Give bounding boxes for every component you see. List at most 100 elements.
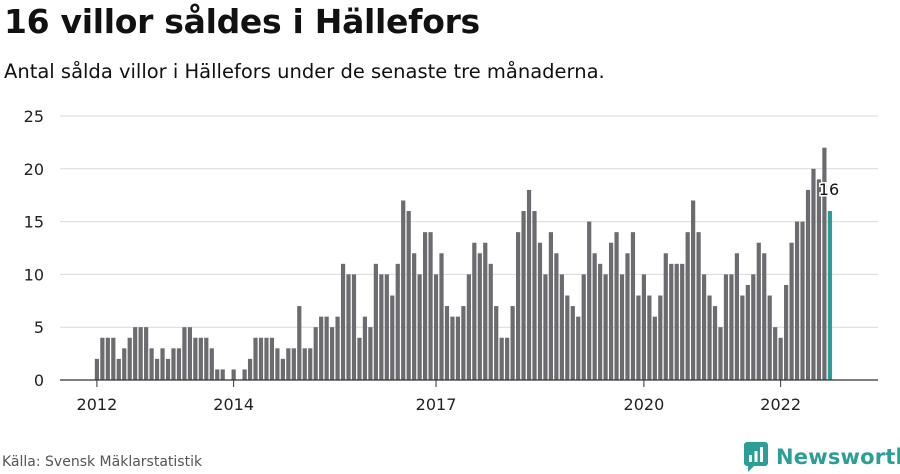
- bar: [669, 263, 674, 380]
- bar: [499, 337, 504, 380]
- bar: [740, 295, 745, 380]
- bar: [253, 337, 258, 380]
- bar: [510, 306, 515, 380]
- bar: [373, 263, 378, 380]
- bar: [346, 274, 351, 380]
- bar: [483, 242, 488, 380]
- bar: [220, 369, 225, 380]
- bar: [751, 274, 756, 380]
- bar: [658, 295, 663, 380]
- bar: [406, 211, 411, 380]
- bar: [94, 358, 99, 380]
- bar: [630, 232, 636, 380]
- bar: [515, 232, 521, 380]
- x-axis-labels: 2012 2014 2017 2020 2022: [77, 395, 801, 414]
- bar: [745, 284, 750, 380]
- bar: [576, 316, 581, 380]
- bar: [280, 358, 285, 380]
- x-tick-label: 2022: [760, 395, 801, 414]
- bar: [691, 200, 696, 380]
- bar: [297, 306, 302, 380]
- bar: [412, 253, 417, 380]
- bar: [439, 253, 444, 380]
- y-tick-label: 5: [34, 318, 44, 337]
- bar: [773, 327, 778, 380]
- bar: [247, 358, 253, 380]
- x-tick-label: 2012: [77, 395, 118, 414]
- bar: [526, 189, 532, 380]
- bar: [258, 337, 264, 380]
- bar: [149, 348, 154, 380]
- bar: [707, 295, 712, 380]
- bar: [641, 274, 646, 380]
- bar: [401, 200, 406, 380]
- bar: [811, 168, 816, 380]
- bar: [674, 263, 679, 380]
- bar: [291, 348, 296, 380]
- brand-name: Newsworthy: [776, 445, 900, 469]
- bar: [368, 327, 373, 380]
- newsworthy-icon: [744, 442, 768, 472]
- bar: [778, 337, 783, 380]
- x-tick-label: 2020: [624, 395, 665, 414]
- bar: [625, 253, 630, 380]
- bar: [351, 274, 357, 380]
- bar: [302, 348, 307, 380]
- bar: [543, 274, 548, 380]
- bar: [286, 348, 291, 380]
- bar: [154, 358, 160, 380]
- bar: [587, 221, 592, 380]
- bar: [494, 306, 499, 380]
- bar: [712, 306, 718, 380]
- bar: [264, 337, 269, 380]
- bar: [417, 274, 422, 380]
- y-tick-label: 20: [24, 160, 44, 179]
- bar: [215, 369, 220, 380]
- bar: [444, 306, 450, 380]
- bar: [209, 348, 214, 380]
- bar: [570, 306, 575, 380]
- bar: [423, 232, 428, 380]
- bar: [319, 316, 324, 380]
- bar: [138, 327, 143, 380]
- bar: [701, 274, 707, 380]
- bar: [762, 253, 767, 380]
- bar: [111, 337, 116, 380]
- bar: [756, 242, 761, 380]
- bar: [652, 316, 657, 380]
- bar: [521, 211, 526, 380]
- bar: [554, 253, 559, 380]
- x-tick-label: 2017: [416, 395, 457, 414]
- bar: [822, 147, 827, 380]
- newsworthy-logo[interactable]: Newsworthy: [744, 442, 900, 472]
- bar: [581, 274, 586, 380]
- bar: [805, 189, 811, 380]
- y-tick-label: 15: [24, 213, 44, 232]
- bar: [598, 263, 603, 380]
- bar: [614, 232, 619, 380]
- bar: [663, 253, 668, 380]
- bar: [537, 242, 543, 380]
- bar: [548, 232, 554, 380]
- bar: [340, 263, 346, 380]
- highlight-bar: [827, 211, 832, 380]
- bar: [160, 348, 165, 380]
- bar: [122, 348, 127, 380]
- bar: [395, 263, 400, 380]
- x-axis: [60, 379, 878, 387]
- bar: [685, 232, 690, 380]
- bar: [636, 295, 641, 380]
- bar: [433, 274, 439, 380]
- bars: [94, 147, 832, 380]
- bar: [182, 327, 187, 380]
- bar: [729, 274, 734, 380]
- bar: [647, 295, 652, 380]
- bar: [116, 358, 121, 380]
- bar: [592, 253, 597, 380]
- bar: [816, 179, 822, 380]
- bar: [204, 337, 209, 380]
- bar: [559, 274, 564, 380]
- bar: [379, 274, 384, 380]
- bar: [384, 274, 389, 380]
